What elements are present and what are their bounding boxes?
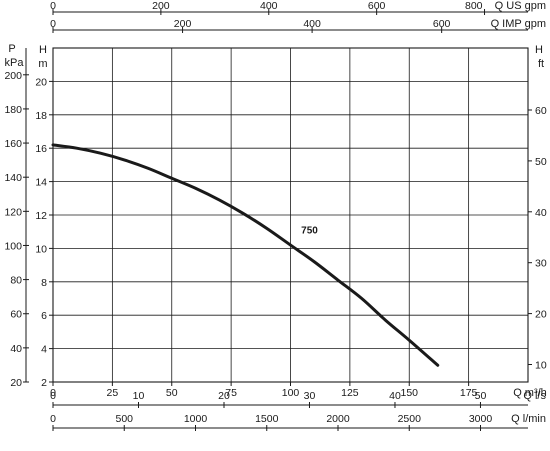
x-tick-label: 150 [400,387,418,399]
y-left-tick-label: 18 [35,110,47,122]
top-axis-tick-label: 600 [368,0,386,12]
y-right-tick-label: 20 [535,309,547,321]
y-pressure-tick-label: 100 [4,240,22,252]
y-left-unit-label: H [39,44,47,56]
grid [53,48,528,382]
y-left-tick-label: 16 [35,143,47,155]
y-left-tick-label: 4 [41,344,47,356]
y-left-tick-label: 20 [35,76,47,88]
bottom-axis-tick-label: 20 [218,390,230,402]
x-axis-unit-label: Q m³/h [513,387,547,399]
bottom-axis-tick-label: 500 [115,413,133,425]
bottom-axis-tick-label: 2000 [326,413,350,425]
y-left-tick-label: 8 [41,277,47,289]
y-left-tick-label: 14 [35,177,47,189]
bottom-axis-tick-label: 2500 [398,413,422,425]
bottom-axis-tick-label: 1500 [255,413,279,425]
y-right-tick-label: 50 [535,156,547,168]
x-tick-label: 75 [225,387,237,399]
bottom-axis-tick-label: 3000 [469,413,493,425]
bottom-axis-tick-label: 0 [50,390,56,402]
bottom-axis-tick-label: 50 [475,390,487,402]
top-axis-tick-label: 0 [50,0,56,12]
y-right-tick-label: 10 [535,359,547,371]
y-right-unit-sublabel: ft [538,58,544,70]
y-pressure-unit-sublabel: kPa [5,57,25,69]
y-pressure-tick-label: 40 [10,343,22,355]
y-right-tick-label: 60 [535,105,547,117]
y-pressure-tick-label: 120 [4,206,22,218]
top-axis-tick-label: 0 [50,18,56,30]
bottom-axis-tick-label: 10 [133,390,145,402]
x-tick-label: 100 [282,387,300,399]
bottom-axis-tick-label: 30 [304,390,316,402]
x-tick-label: 50 [166,387,178,399]
top-axis-unit-label: Q US gpm [495,0,546,12]
bottom-axis-unit-label: Q l/s [523,390,546,402]
series-line-750 [51,143,440,367]
bottom-axis-unit-label: Q l/min [511,413,546,425]
x-tick-label: 175 [460,387,478,399]
y-left-unit-sublabel: m [38,58,47,70]
y-pressure-tick-label: 60 [10,309,22,321]
bottom-axis-tick-label: 40 [389,390,401,402]
top-axis-tick-label: 200 [174,18,192,30]
bottom-axis-tick-label: 0 [50,413,56,425]
series-label-750: 750 [301,225,318,236]
y-right-tick-label: 40 [535,207,547,219]
y-pressure-tick-label: 200 [4,70,22,82]
y-right-tick-label: 30 [535,258,547,270]
y-pressure-tick-label: 80 [10,275,22,287]
y-pressure-tick-label: 160 [4,138,22,150]
top-axis-unit-label: Q IMP gpm [491,18,546,30]
y-pressure-unit-label: P [8,43,15,55]
y-right-unit-label: H [535,44,543,56]
bottom-axis-tick-label: 1000 [184,413,208,425]
x-tick-label: 125 [341,387,359,399]
y-pressure-tick-label: 140 [4,172,22,184]
y-left-tick-label: 12 [35,210,47,222]
axes [23,9,532,431]
top-axis-tick-label: 600 [433,18,451,30]
top-axis-tick-label: 400 [260,0,278,12]
y-left-tick-label: 10 [35,243,47,255]
x-tick-label: 0 [50,387,56,399]
y-pressure-tick-label: 180 [4,104,22,116]
x-tick-label: 25 [107,387,119,399]
top-axis-tick-label: 200 [152,0,170,12]
top-axis-tick-label: 400 [303,18,321,30]
axis-labels: 0 25 50 75 100 125 150 175 Q m³/h246810121416182… [4,0,546,425]
y-left-tick-label: 6 [41,310,47,322]
y-pressure-tick-label: 20 [10,377,22,389]
y-left-tick-label: 2 [41,377,47,389]
series [51,143,440,367]
top-axis-tick-label: 800 [465,0,483,12]
